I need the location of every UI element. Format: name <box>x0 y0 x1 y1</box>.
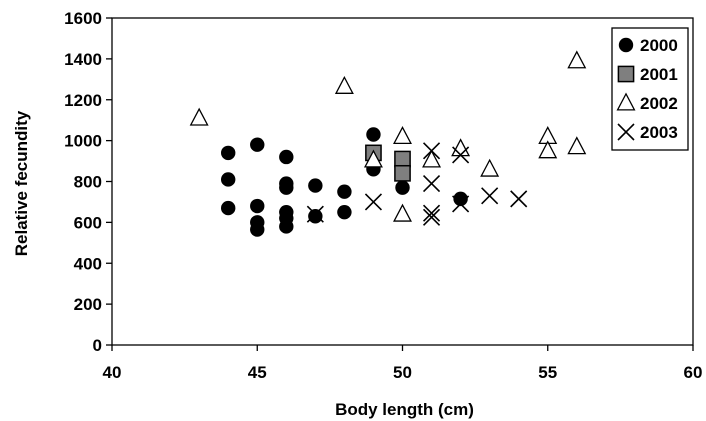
y-tick-label: 400 <box>74 254 102 273</box>
x-tick-label: 45 <box>248 363 267 382</box>
data-points <box>189 50 587 237</box>
y-tick-label: 1400 <box>64 50 102 69</box>
y-tick-label: 200 <box>74 295 102 314</box>
point-2002 <box>538 140 558 159</box>
y-tick-label: 600 <box>74 213 102 232</box>
point-2000 <box>279 180 294 195</box>
y-axis: 0 200 400 600 800 1000 1200 1400 1600 <box>64 9 112 355</box>
y-tick-label: 1000 <box>64 132 102 151</box>
point-2002 <box>422 149 442 168</box>
point-2002 <box>451 138 471 157</box>
point-2002 <box>334 75 354 94</box>
x-axis: 40 45 50 55 60 <box>103 345 703 382</box>
point-2003 <box>422 208 441 226</box>
x-tick-label: 60 <box>684 363 703 382</box>
x-axis-title: Body length (cm) <box>335 400 474 419</box>
point-2003 <box>452 146 470 164</box>
point-2002 <box>393 126 412 145</box>
point-2000 <box>308 178 323 193</box>
legend-marker-2001 <box>617 65 635 83</box>
point-2002 <box>363 149 383 168</box>
legend-marker-2003 <box>617 123 635 141</box>
point-2003 <box>452 195 470 213</box>
point-2001 <box>394 164 411 182</box>
legend-marker-2000 <box>618 37 634 53</box>
point-2000 <box>221 145 236 161</box>
y-tick-label: 1200 <box>64 91 102 110</box>
y-tick-label: 1600 <box>64 9 102 28</box>
point-2003 <box>422 174 441 193</box>
x-tick-label: 40 <box>103 363 122 382</box>
x-tick-label: 50 <box>393 363 412 382</box>
point-2000 <box>308 209 323 224</box>
legend-label: 2003 <box>640 123 678 142</box>
legend-label: 2001 <box>640 65 678 84</box>
y-axis-title: Relative fecundity <box>12 110 31 256</box>
legend-marker-2002 <box>616 92 636 111</box>
legend: 2000 2001 2002 2003 <box>611 27 689 151</box>
point-2003 <box>481 187 499 205</box>
point-2000 <box>395 180 410 195</box>
point-2000 <box>337 204 352 220</box>
point-2000 <box>337 184 352 199</box>
point-2002 <box>567 136 587 155</box>
legend-label: 2002 <box>640 94 678 113</box>
point-2003 <box>422 142 441 160</box>
point-2000 <box>250 198 265 214</box>
point-2000 <box>279 149 294 165</box>
point-2002 <box>393 203 412 222</box>
point-2000 <box>279 219 294 234</box>
point-2003 <box>306 205 324 223</box>
point-2002 <box>480 158 500 177</box>
point-2000 <box>250 137 265 152</box>
point-2001 <box>394 150 411 168</box>
point-2000 <box>453 191 468 207</box>
point-2000 <box>221 200 236 216</box>
point-2003 <box>510 190 528 208</box>
point-2003 <box>422 204 441 222</box>
point-2002 <box>567 50 587 69</box>
point-2000 <box>250 222 265 237</box>
y-tick-label: 800 <box>74 173 102 192</box>
legend-label: 2000 <box>640 36 678 55</box>
point-2003 <box>364 193 383 211</box>
y-tick-label: 0 <box>93 336 102 355</box>
point-2000 <box>221 172 236 187</box>
point-2000 <box>366 127 381 142</box>
point-2002 <box>189 107 209 126</box>
x-tick-label: 55 <box>538 363 557 382</box>
